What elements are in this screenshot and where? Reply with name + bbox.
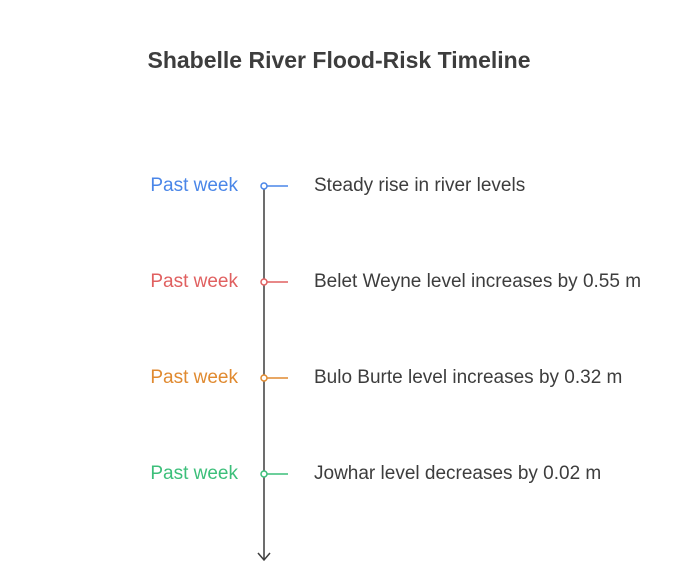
event-time-label: Past week	[150, 271, 238, 292]
event-time-label: Past week	[150, 367, 238, 388]
event-marker	[260, 470, 268, 478]
event-description: Jowhar level decreases by 0.02 m	[314, 463, 602, 484]
diagram-title: Shabelle River Flood-Risk Timeline	[147, 47, 531, 73]
event-marker	[260, 374, 268, 382]
timeline-event-2	[260, 278, 288, 286]
event-time-label: Past week	[150, 175, 238, 196]
event-time-label: Past week	[150, 463, 238, 484]
event-marker	[260, 278, 268, 286]
timeline-event-1	[260, 182, 288, 190]
timeline-arrowhead-icon	[257, 552, 271, 562]
timeline-event-4	[260, 470, 288, 478]
event-description: Belet Weyne level increases by 0.55 m	[314, 271, 642, 292]
event-marker	[260, 182, 268, 190]
event-description: Bulo Burte level increases by 0.32 m	[314, 367, 623, 388]
event-description: Steady rise in river levels	[314, 175, 526, 196]
timeline-event-3	[260, 374, 288, 382]
